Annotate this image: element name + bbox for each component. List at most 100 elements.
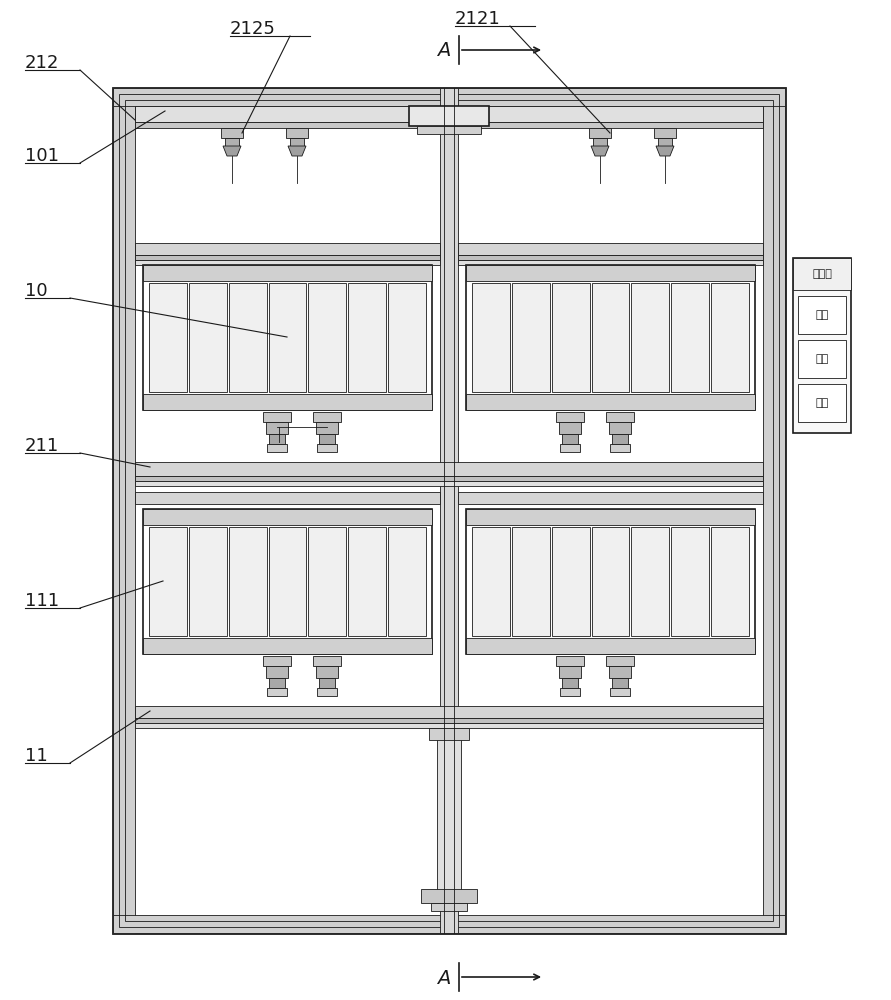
Polygon shape [656, 146, 674, 156]
Bar [268, 527, 307, 636]
Bar [267, 688, 287, 696]
Polygon shape [288, 146, 306, 156]
Bar [135, 243, 440, 255]
Bar [135, 718, 763, 723]
Bar [458, 492, 763, 504]
Bar [560, 444, 580, 452]
Bar [348, 283, 386, 392]
Bar [388, 527, 426, 636]
Bar [606, 656, 634, 666]
Bar [560, 688, 580, 696]
Text: 下降: 下降 [815, 398, 829, 408]
Text: A: A [437, 41, 451, 60]
Bar [317, 688, 337, 696]
Bar [559, 422, 581, 434]
Bar [671, 527, 709, 636]
Bar [609, 422, 631, 434]
Bar [229, 283, 266, 392]
Bar [466, 394, 755, 410]
Bar [135, 122, 440, 128]
Bar [472, 527, 510, 636]
Bar [317, 444, 337, 452]
Bar [466, 265, 755, 281]
Bar [798, 340, 846, 378]
Bar [592, 283, 629, 392]
Text: 211: 211 [25, 437, 59, 455]
Bar [135, 255, 440, 260]
Bar [143, 265, 432, 410]
Bar [348, 527, 386, 636]
Bar [229, 527, 266, 636]
Bar [556, 412, 584, 422]
Text: 2121: 2121 [455, 10, 501, 28]
Bar [556, 656, 584, 666]
Bar [793, 258, 851, 290]
Bar [421, 889, 477, 903]
Bar [466, 509, 755, 525]
Bar [562, 434, 578, 444]
Bar [221, 128, 243, 138]
Bar [268, 283, 307, 392]
Bar [135, 492, 440, 504]
Bar [711, 283, 749, 392]
Bar [119, 94, 779, 927]
Bar [143, 638, 432, 654]
Bar [125, 100, 773, 921]
Bar [269, 434, 285, 444]
Polygon shape [591, 146, 609, 156]
Bar [189, 283, 226, 392]
Bar [149, 283, 187, 392]
Bar [632, 283, 669, 392]
Bar [511, 283, 550, 392]
Bar [266, 666, 288, 678]
Bar [135, 706, 763, 718]
Bar [609, 666, 631, 678]
Bar [135, 106, 440, 122]
Bar [308, 527, 347, 636]
Bar [606, 412, 634, 422]
Bar [612, 678, 628, 688]
Bar [654, 128, 676, 138]
Bar [135, 260, 440, 265]
Bar [313, 656, 341, 666]
Bar [135, 481, 763, 486]
Bar [135, 476, 763, 481]
Bar [458, 255, 763, 260]
Bar [440, 88, 458, 933]
Bar [113, 88, 785, 933]
Bar [149, 527, 187, 636]
Bar [319, 678, 335, 688]
Bar [671, 283, 709, 392]
Bar [559, 666, 581, 678]
Bar [466, 638, 755, 654]
Bar [409, 106, 489, 126]
Text: 111: 111 [25, 592, 59, 610]
Text: 212: 212 [25, 54, 60, 72]
Bar [592, 527, 629, 636]
Bar [313, 412, 341, 422]
Bar [552, 283, 590, 392]
Bar [316, 666, 338, 678]
Bar [135, 723, 763, 728]
Text: 控制盒: 控制盒 [812, 269, 832, 279]
Bar [189, 527, 226, 636]
Bar [225, 138, 239, 146]
Bar [632, 527, 669, 636]
Bar [589, 128, 611, 138]
Bar [286, 128, 308, 138]
Text: 10: 10 [25, 282, 47, 300]
Bar [658, 138, 672, 146]
Bar [113, 915, 785, 933]
Bar [143, 509, 432, 525]
Bar [552, 527, 590, 636]
Bar [763, 88, 785, 933]
Bar [458, 106, 763, 122]
Bar [267, 444, 287, 452]
Bar [798, 384, 846, 422]
Bar [593, 138, 607, 146]
Bar [437, 738, 461, 893]
Bar [458, 260, 763, 265]
Bar [269, 678, 285, 688]
Bar [143, 509, 432, 654]
Bar [263, 412, 291, 422]
